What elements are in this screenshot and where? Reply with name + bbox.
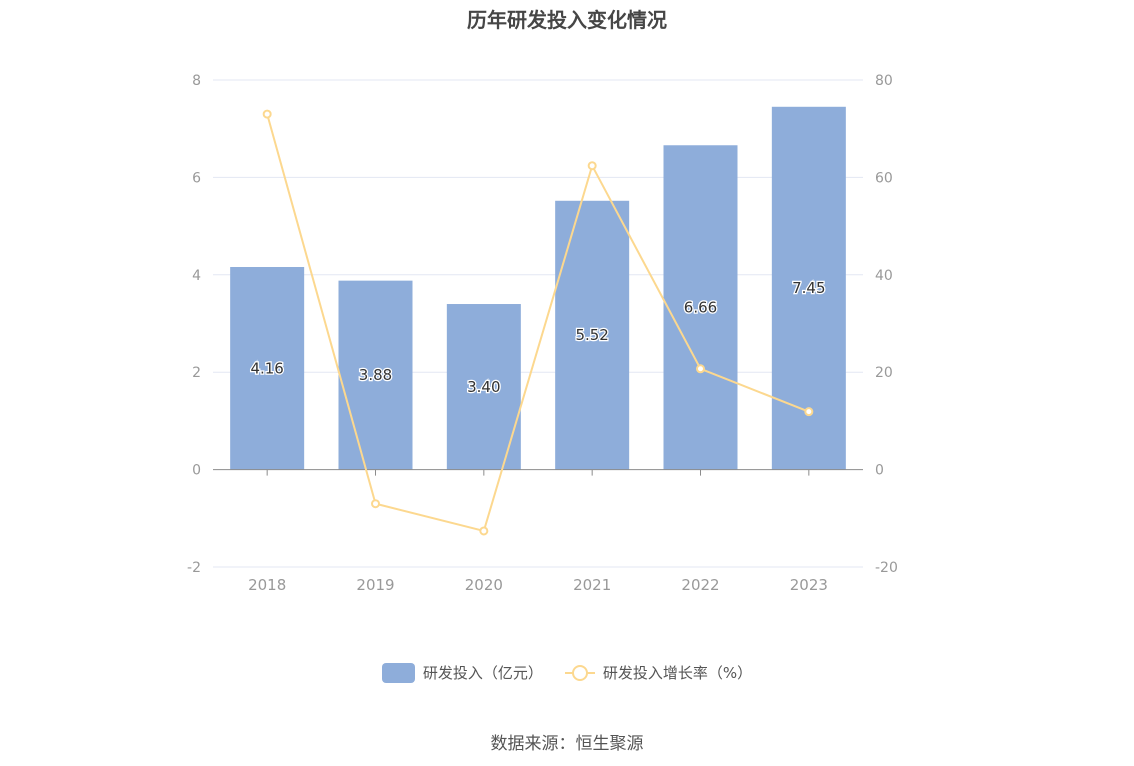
bar-data-label: 6.66 [684,298,717,316]
y-left-tick-label: 2 [192,365,201,381]
line-point [371,499,380,509]
x-tick-label: 2020 [465,576,503,594]
bar-data-label: 4.16 [250,359,283,377]
line-point [262,109,272,119]
bar [446,304,521,470]
bar [663,145,738,470]
x-tick-label: 2023 [790,576,828,594]
x-tick-label: 2019 [356,576,394,594]
bar-data-label: 5.52 [575,326,608,344]
legend-line-label: 研发投入增长率（%） [602,664,753,682]
y-left-tick-label: 0 [192,463,201,479]
y-right-tick-label: 20 [875,365,893,381]
bar [338,280,413,470]
bar [230,267,305,470]
x-tick-label: 2021 [573,576,611,594]
y-right-tick-label: 40 [875,268,893,284]
line-point [587,161,597,171]
chart-title: 历年研发投入变化情况 [467,8,667,32]
line-point [804,407,814,417]
y-right-tick-label: -20 [875,560,898,576]
data-source: 数据来源：恒生聚源 [490,734,644,754]
legend-bar-label: 研发投入（亿元） [422,664,543,682]
y-right-tick-label: 0 [875,463,884,479]
legend-item-line[interactable]: 研发投入增长率（%） [564,662,753,683]
y-right-tick-label: 60 [875,170,893,186]
x-tick-label: 2022 [681,576,719,594]
y-right-tick-label: 80 [875,73,893,89]
bar-data-label: 3.40 [467,378,500,396]
x-tick-label: 2018 [248,576,286,594]
bar-data-label: 3.88 [359,366,392,384]
line-point [479,526,489,536]
bar-data-label: 7.45 [792,279,825,297]
y-left-tick-label: -2 [187,560,201,576]
y-left-tick-label: 4 [192,268,201,284]
line-point [696,364,705,374]
y-left-tick-label: 6 [192,170,201,186]
legend-line-swatch [564,663,595,683]
y-left-tick-label: 8 [192,73,201,89]
legend-item-bar[interactable]: 研发投入（亿元） [381,662,543,683]
growth-rate-line [266,113,810,533]
legend: 研发投入（亿元） 研发投入增长率（%） [0,662,1134,683]
legend-bar-swatch [381,662,415,683]
